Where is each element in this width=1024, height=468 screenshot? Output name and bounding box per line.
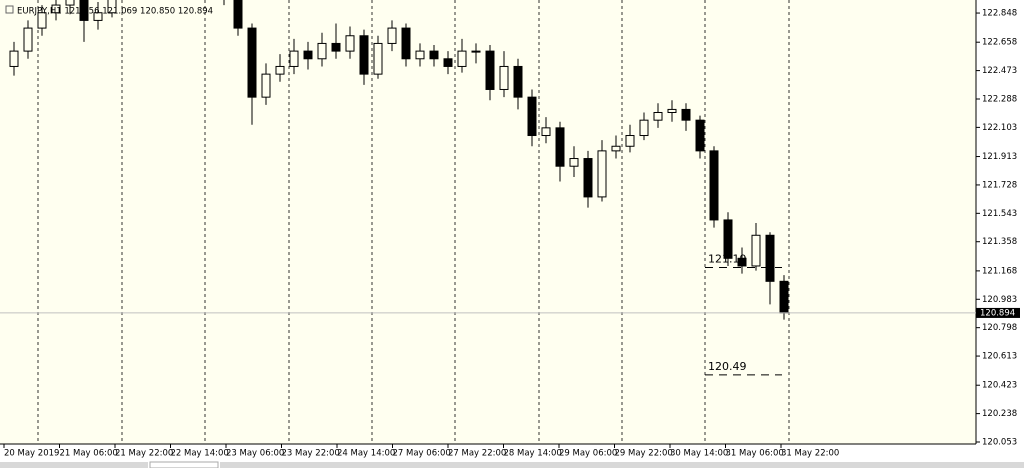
y-tick-label: 120.798 <box>982 323 1017 333</box>
x-tick-label: 31 May 22:00 <box>781 449 839 459</box>
candle-body <box>513 65 523 98</box>
candle-body <box>79 0 89 21</box>
candle-body <box>51 4 61 14</box>
y-tick-label: 120.983 <box>982 295 1017 305</box>
x-tick-label: 28 May 14:00 <box>504 449 562 459</box>
candle-body <box>667 108 677 113</box>
last-price-box <box>976 307 1020 318</box>
candle-body <box>359 35 369 75</box>
x-tick-label: 31 May 06:00 <box>726 449 784 459</box>
chart-title: EURJPY,H1 121.056 121.069 120.850 120.89… <box>17 7 213 17</box>
x-tick-label: 29 May 22:00 <box>615 449 673 459</box>
candle-body <box>415 50 425 60</box>
x-tick-label: 30 May 14:00 <box>670 449 728 459</box>
candle-body <box>625 135 635 147</box>
candle-body <box>23 27 33 52</box>
candles <box>9 0 789 320</box>
period-separators <box>37 0 790 444</box>
tab[interactable] <box>149 461 219 468</box>
y-tick-label: 121.913 <box>982 152 1017 162</box>
candle-body <box>107 0 117 14</box>
candle-body <box>65 0 75 6</box>
candle-body <box>779 280 789 314</box>
y-tick-label: 122.658 <box>982 38 1017 48</box>
candle-body <box>597 150 607 198</box>
y-tick-label: 122.288 <box>982 94 1017 104</box>
candle-body <box>275 65 285 75</box>
y-tick-label: 120.053 <box>982 438 1017 448</box>
y-tick-label: 122.848 <box>982 9 1017 19</box>
candle-body <box>261 73 271 98</box>
candle-body <box>9 50 19 67</box>
candle-body <box>233 0 243 29</box>
y-tick-label: 122.103 <box>982 123 1017 133</box>
candle-body <box>373 42 383 75</box>
candle-body <box>695 119 705 152</box>
candle-body <box>37 12 47 29</box>
y-tick-label: 121.358 <box>982 237 1017 247</box>
candle-body <box>289 50 299 67</box>
candle-body <box>443 58 453 67</box>
x-tick-label: 23 May 22:00 <box>282 449 340 459</box>
candle-body <box>765 234 775 282</box>
candle-body <box>401 27 411 60</box>
candle-body <box>737 257 747 267</box>
y-tick-label: 121.543 <box>982 209 1017 219</box>
y-tick-label: 121.728 <box>982 180 1017 190</box>
last-price-label: 120.894 <box>980 308 1015 318</box>
candle-body <box>429 50 439 60</box>
candle-body <box>471 50 481 53</box>
symbol-icon <box>5 5 14 14</box>
y-tick-label: 120.238 <box>982 409 1017 419</box>
x-tick-label: 23 May 06:00 <box>226 449 284 459</box>
x-tick-label: 27 May 22:00 <box>448 449 506 459</box>
candle-body <box>331 42 341 52</box>
candle-body <box>583 158 593 198</box>
candle-body <box>653 111 663 121</box>
y-tick-label: 122.473 <box>982 66 1017 76</box>
x-tick-label: 20 May 2019 <box>4 449 59 459</box>
x-tick-label: 29 May 06:00 <box>559 449 617 459</box>
y-tick-label: 120.613 <box>982 352 1017 362</box>
candle-body <box>709 150 719 221</box>
candle-body <box>723 219 733 259</box>
level-label: 121.19 <box>708 253 747 266</box>
candle-body <box>317 42 327 60</box>
candle-body <box>457 50 467 67</box>
candle-body <box>541 127 551 137</box>
candle-body <box>527 96 537 137</box>
x-tick-label: 21 May 22:00 <box>115 449 173 459</box>
candle-body <box>247 27 257 98</box>
candle-body <box>569 158 579 167</box>
y-tick-label: 120.423 <box>982 381 1017 391</box>
x-tick-label: 24 May 14:00 <box>337 449 395 459</box>
x-tick-label: 21 May 06:00 <box>60 449 118 459</box>
candle-body <box>345 35 355 52</box>
tab-strip <box>220 462 1024 468</box>
candle-body <box>639 119 649 137</box>
candle-body <box>93 12 103 21</box>
candle-body <box>499 65 509 90</box>
level-label: 120.49 <box>708 360 747 373</box>
y-tick-label: 121.168 <box>982 266 1017 276</box>
candle-body <box>555 127 565 167</box>
x-tick-label: 22 May 14:00 <box>171 449 229 459</box>
candle-body <box>681 108 691 121</box>
x-tick-label: 27 May 06:00 <box>393 449 451 459</box>
tab[interactable] <box>0 462 148 468</box>
candle-body <box>387 27 397 44</box>
candle-body <box>303 50 313 60</box>
candle-body <box>611 145 621 152</box>
candle-body <box>485 50 495 90</box>
candle-body <box>751 234 761 267</box>
